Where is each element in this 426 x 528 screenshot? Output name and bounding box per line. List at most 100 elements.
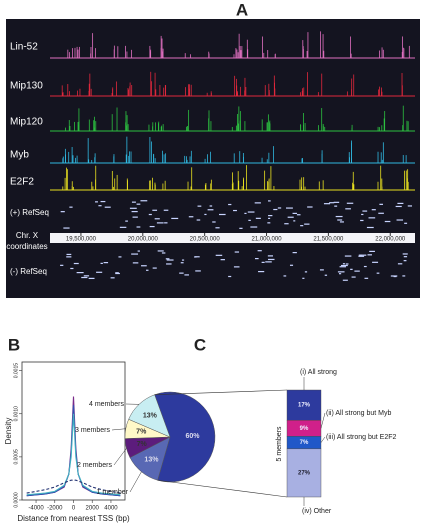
refseq-gene xyxy=(354,270,360,272)
x-tick-label: -2000 xyxy=(47,506,63,512)
refseq-gene xyxy=(115,272,120,275)
refseq-gene xyxy=(196,219,201,221)
slice-category: 3 members xyxy=(75,427,111,434)
refseq-gene xyxy=(207,209,214,211)
refseq-gene xyxy=(323,203,331,205)
refseq-gene xyxy=(171,217,179,220)
coord-tick-label: 21,500,000 xyxy=(313,237,344,243)
refseq-gene xyxy=(179,272,184,274)
refseq-gene xyxy=(119,226,127,228)
coord-label: coordinates xyxy=(6,242,47,251)
refseq-gene xyxy=(66,253,72,256)
connector xyxy=(157,479,288,498)
refseq-gene xyxy=(149,225,155,228)
refseq-gene xyxy=(268,200,271,202)
refseq-gene xyxy=(66,256,72,258)
refseq-gene xyxy=(209,205,213,207)
refseq-gene xyxy=(132,216,138,218)
refseq-gene xyxy=(362,210,368,212)
refseq-gene xyxy=(390,275,398,277)
browser-background xyxy=(6,19,420,298)
refseq-gene xyxy=(233,209,237,212)
refseq-gene xyxy=(286,207,293,209)
refseq-gene xyxy=(384,220,391,223)
refseq-gene xyxy=(96,271,103,273)
pie-slice xyxy=(154,391,216,483)
refseq-gene xyxy=(76,272,84,274)
refseq-gene xyxy=(255,217,261,219)
refseq-gene xyxy=(233,266,240,268)
refseq-gene xyxy=(372,261,379,263)
slice-label: 13% xyxy=(144,456,159,463)
segment-label: 27% xyxy=(298,471,311,477)
refseq-gene xyxy=(319,269,324,271)
refseq-gene xyxy=(129,207,137,209)
coordinate-bar xyxy=(50,233,415,243)
refseq-gene xyxy=(267,222,271,224)
x-tick-label: 0 xyxy=(72,506,76,512)
slice-category: 4 members xyxy=(89,401,125,408)
refseq-gene xyxy=(345,208,351,210)
slice-label: 60% xyxy=(185,433,200,440)
refseq-gene xyxy=(292,212,298,214)
refseq-gene xyxy=(395,205,402,208)
refseq-gene xyxy=(335,215,343,218)
refseq-gene xyxy=(98,205,102,207)
refseq-gene xyxy=(137,250,140,252)
x-tick-label: -4000 xyxy=(28,506,44,512)
y-tick-label: 0.0005 xyxy=(13,449,19,465)
refseq-gene xyxy=(345,263,349,265)
refseq-gene xyxy=(161,252,166,254)
refseq-gene xyxy=(154,218,160,220)
refseq-gene xyxy=(218,213,226,216)
refseq-gene xyxy=(267,255,273,257)
connector xyxy=(154,389,288,396)
refseq-gene xyxy=(81,276,88,279)
refseq-gene xyxy=(157,250,164,252)
track-label: Mip120 xyxy=(10,117,43,128)
bar-category: 5 members xyxy=(276,426,283,462)
panel-label: C xyxy=(194,335,206,354)
refseq-gene xyxy=(339,273,342,275)
refseq-gene xyxy=(131,253,139,255)
coord-label: Chr. X xyxy=(16,231,39,240)
refseq-gene xyxy=(268,214,273,217)
coord-tick-label: 19,500,000 xyxy=(66,237,97,243)
leader-line xyxy=(113,448,127,466)
refseq-gene xyxy=(379,203,383,205)
segment-name: (ii) All strong but Myb xyxy=(326,410,391,417)
coord-tick-label: 22,000,000 xyxy=(375,237,406,243)
refseq-gene xyxy=(304,223,310,225)
refseq-gene xyxy=(396,219,404,221)
track-label: (-) RefSeq xyxy=(10,267,47,276)
segment-name: (iii) All strong but E2F2 xyxy=(326,434,397,441)
refseq-gene xyxy=(73,262,79,265)
refseq-gene xyxy=(204,213,207,216)
refseq-gene xyxy=(63,227,70,229)
leader-line xyxy=(111,428,126,431)
y-tick-label: 0.0000 xyxy=(13,492,19,508)
refseq-gene xyxy=(70,267,74,270)
refseq-gene xyxy=(146,269,149,271)
refseq-gene xyxy=(329,202,335,204)
refseq-gene xyxy=(360,219,364,222)
refseq-gene xyxy=(302,277,305,279)
refseq-gene xyxy=(258,270,265,273)
refseq-gene xyxy=(289,264,294,266)
slice-label: 13% xyxy=(143,413,158,420)
refseq-gene xyxy=(60,264,64,266)
track-label: Mip130 xyxy=(10,81,43,92)
refseq-gene xyxy=(367,254,372,256)
refseq-gene xyxy=(88,277,95,280)
refseq-gene xyxy=(397,263,403,265)
refseq-gene xyxy=(248,219,251,221)
refseq-gene xyxy=(228,275,232,278)
y-tick-label: 0.0010 xyxy=(13,406,19,422)
refseq-gene xyxy=(220,259,225,261)
density-line xyxy=(26,413,121,496)
refseq-gene xyxy=(283,275,287,277)
refseq-gene xyxy=(346,202,354,204)
refseq-gene xyxy=(69,206,73,208)
refseq-gene xyxy=(287,216,294,218)
